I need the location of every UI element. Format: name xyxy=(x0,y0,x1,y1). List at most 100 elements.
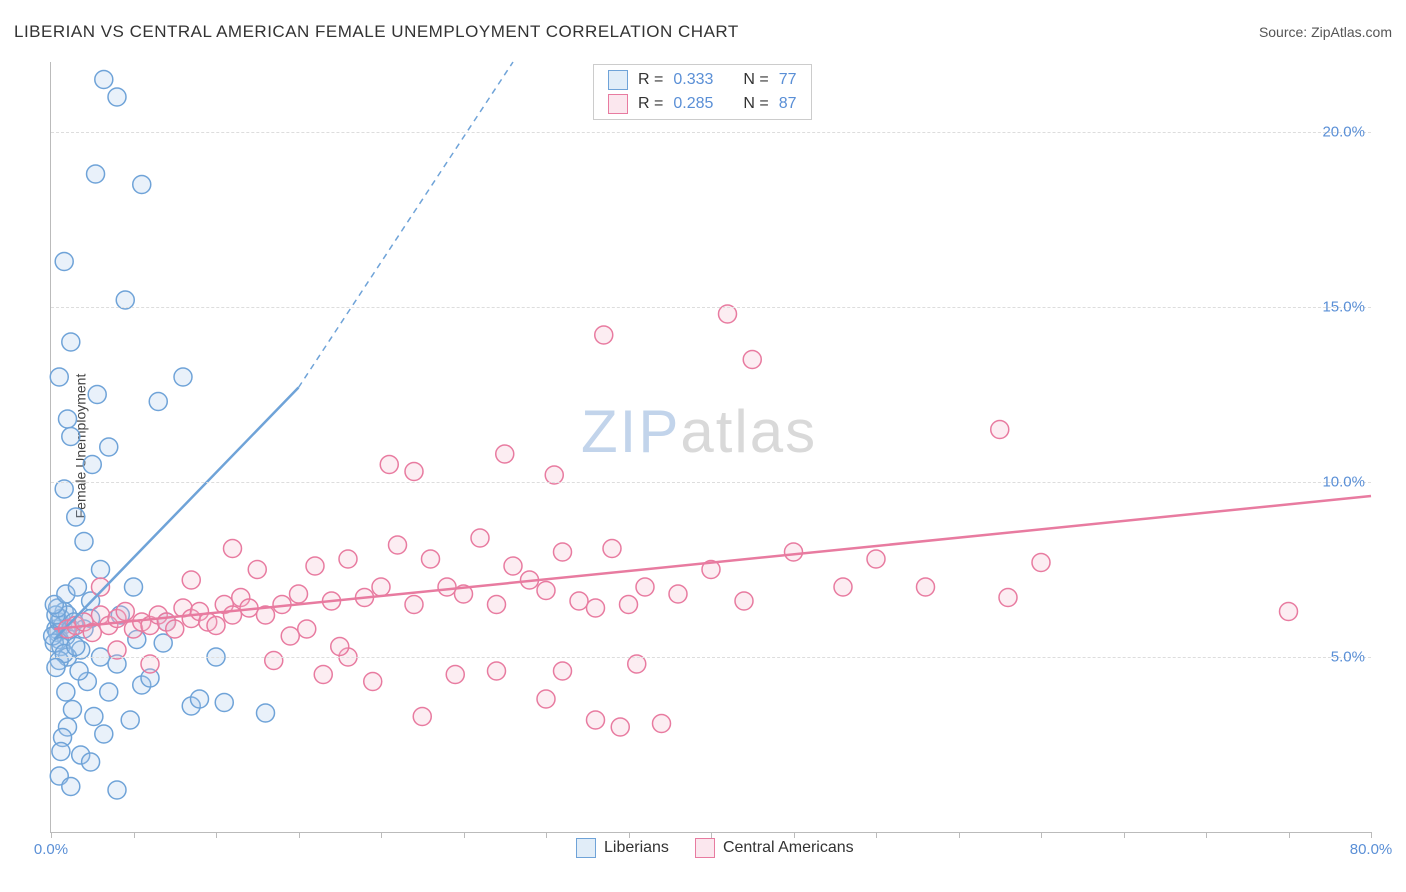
data-point-central_americans xyxy=(595,326,613,344)
x-tick xyxy=(299,832,300,838)
legend-swatch-central_americans xyxy=(695,838,715,858)
legend-stat-row-central_americans: R =0.285N =87 xyxy=(594,92,811,116)
x-tick xyxy=(876,832,877,838)
data-point-central_americans xyxy=(166,620,184,638)
x-tick xyxy=(381,832,382,838)
data-point-central_americans xyxy=(603,540,621,558)
y-tick-label: 15.0% xyxy=(1322,299,1365,316)
data-point-liberians xyxy=(47,659,65,677)
data-point-central_americans xyxy=(224,540,242,558)
data-point-liberians xyxy=(75,533,93,551)
data-point-central_americans xyxy=(991,421,1009,439)
data-point-central_americans xyxy=(438,578,456,596)
legend-swatch-central_americans xyxy=(608,94,628,114)
data-point-liberians xyxy=(100,438,118,456)
data-point-central_americans xyxy=(504,557,522,575)
data-point-liberians xyxy=(50,368,68,386)
x-tick xyxy=(464,832,465,838)
y-tick-label: 5.0% xyxy=(1331,649,1365,666)
x-tick xyxy=(959,832,960,838)
x-tick xyxy=(1371,832,1372,838)
data-point-central_americans xyxy=(735,592,753,610)
data-point-liberians xyxy=(67,508,85,526)
data-point-liberians xyxy=(88,386,106,404)
plot-area: ZIPatlas R =0.333N =77R =0.285N =87 Libe… xyxy=(50,62,1371,833)
r-value: 0.333 xyxy=(673,71,713,89)
data-point-central_americans xyxy=(867,550,885,568)
data-point-liberians xyxy=(108,88,126,106)
data-point-central_americans xyxy=(488,662,506,680)
data-point-central_americans xyxy=(372,578,390,596)
legend-stat-row-liberians: R =0.333N =77 xyxy=(594,68,811,92)
data-point-central_americans xyxy=(413,708,431,726)
data-point-central_americans xyxy=(587,711,605,729)
data-point-liberians xyxy=(62,428,80,446)
gridline xyxy=(51,482,1371,483)
n-label: N = xyxy=(743,71,768,89)
data-point-central_americans xyxy=(446,666,464,684)
data-point-central_americans xyxy=(1280,603,1298,621)
data-point-central_americans xyxy=(281,627,299,645)
gridline xyxy=(51,307,1371,308)
data-point-liberians xyxy=(67,638,85,656)
data-point-central_americans xyxy=(587,599,605,617)
legend-item-liberians: Liberians xyxy=(576,838,669,858)
data-point-central_americans xyxy=(834,578,852,596)
data-point-central_americans xyxy=(182,571,200,589)
data-point-central_americans xyxy=(554,662,572,680)
data-point-liberians xyxy=(83,456,101,474)
data-point-central_americans xyxy=(224,606,242,624)
gridline xyxy=(51,657,1371,658)
data-point-liberians xyxy=(149,393,167,411)
data-point-central_americans xyxy=(636,578,654,596)
data-point-central_americans xyxy=(669,585,687,603)
data-point-central_americans xyxy=(389,536,407,554)
data-point-central_americans xyxy=(496,445,514,463)
data-point-central_americans xyxy=(265,652,283,670)
data-point-central_americans xyxy=(405,596,423,614)
n-value: 77 xyxy=(779,71,797,89)
data-point-liberians xyxy=(100,683,118,701)
data-point-central_americans xyxy=(298,620,316,638)
x-tick xyxy=(1289,832,1290,838)
data-point-central_americans xyxy=(207,617,225,635)
data-point-liberians xyxy=(92,561,110,579)
data-point-central_americans xyxy=(554,543,572,561)
data-point-central_americans xyxy=(364,673,382,691)
data-point-liberians xyxy=(62,778,80,796)
data-point-liberians xyxy=(257,704,275,722)
data-point-liberians xyxy=(174,368,192,386)
data-point-liberians xyxy=(59,410,77,428)
data-point-central_americans xyxy=(537,690,555,708)
data-point-liberians xyxy=(52,743,70,761)
data-point-central_americans xyxy=(785,543,803,561)
data-point-liberians xyxy=(133,176,151,194)
data-point-liberians xyxy=(95,725,113,743)
legend-swatch-liberians xyxy=(576,838,596,858)
r-label: R = xyxy=(638,95,663,113)
data-point-central_americans xyxy=(570,592,588,610)
data-point-central_americans xyxy=(620,596,638,614)
data-point-liberians xyxy=(108,781,126,799)
chart-header: LIBERIAN VS CENTRAL AMERICAN FEMALE UNEM… xyxy=(14,22,1392,42)
data-point-liberians xyxy=(95,71,113,89)
x-tick xyxy=(134,832,135,838)
data-point-central_americans xyxy=(653,715,671,733)
data-point-central_americans xyxy=(116,603,134,621)
trend-line-dash-liberians xyxy=(299,62,514,388)
x-tick xyxy=(711,832,712,838)
data-point-central_americans xyxy=(405,463,423,481)
n-value: 87 xyxy=(779,95,797,113)
x-tick xyxy=(1124,832,1125,838)
gridline xyxy=(51,132,1371,133)
y-tick-label: 20.0% xyxy=(1322,124,1365,141)
legend-label: Central Americans xyxy=(723,839,854,857)
x-tick xyxy=(1206,832,1207,838)
x-tick xyxy=(1041,832,1042,838)
data-point-central_americans xyxy=(331,638,349,656)
data-point-central_americans xyxy=(999,589,1017,607)
data-point-central_americans xyxy=(314,666,332,684)
data-point-central_americans xyxy=(488,596,506,614)
data-point-liberians xyxy=(55,253,73,271)
data-point-central_americans xyxy=(380,456,398,474)
